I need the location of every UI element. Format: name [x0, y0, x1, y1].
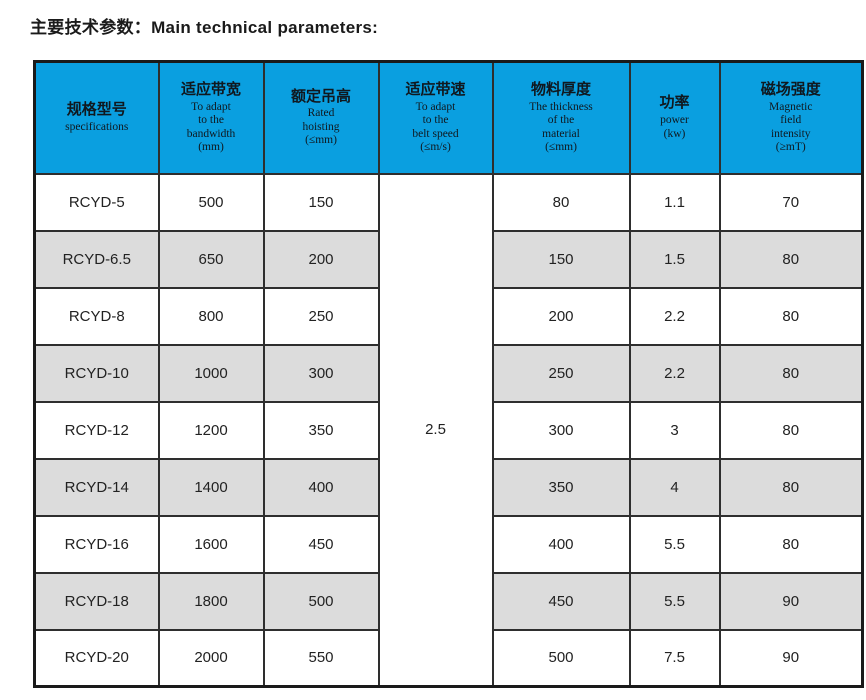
- cell-thickness: 250: [491, 343, 631, 403]
- cell-bandwidth: 1600: [157, 514, 265, 574]
- col-header-specifications-zh: 规格型号: [66, 101, 127, 119]
- cell-hoisting: 400: [262, 457, 380, 517]
- col-header-power-zh: 功率: [659, 94, 690, 112]
- cell-intensity: 80: [718, 229, 864, 289]
- cell-thickness: 200: [491, 286, 631, 346]
- cell-bandwidth: 500: [157, 172, 265, 232]
- col-header-belt-speed: 适应带速 To adapt to the belt speed (≤m/s): [377, 60, 494, 175]
- col-header-belt-speed-en: To adapt to the belt speed (≤m/s): [412, 100, 459, 154]
- cell-thickness: 400: [491, 514, 631, 574]
- col-header-bandwidth-en: To adapt to the bandwidth (mm): [186, 100, 236, 154]
- cell-bandwidth: 1000: [157, 343, 265, 403]
- cell-intensity: 70: [718, 172, 864, 232]
- cell-power: 7.5: [628, 628, 721, 688]
- cell-intensity: 90: [718, 628, 864, 688]
- cell-thickness: 450: [491, 571, 631, 631]
- cell-model: RCYD-8: [33, 286, 160, 346]
- col-header-magnetic-intensity-en: Magnetic field intensity (≥mT): [769, 100, 813, 154]
- cell-model: RCYD-12: [33, 400, 160, 460]
- parameters-table: 规格型号 specifications 适应带宽 To adapt to the…: [33, 60, 864, 688]
- cell-bandwidth: 1800: [157, 571, 265, 631]
- cell-power: 3: [628, 400, 721, 460]
- table-row: RCYD-5 500 150 2.5 80 1.1 70: [33, 172, 864, 688]
- cell-intensity: 90: [718, 571, 864, 631]
- cell-power: 4: [628, 457, 721, 517]
- col-header-material-thickness-zh: 物料厚度: [530, 80, 591, 98]
- col-header-specifications-en: specifications: [65, 120, 129, 133]
- cell-power: 2.2: [628, 286, 721, 346]
- cell-bandwidth: 1200: [157, 400, 265, 460]
- cell-bandwidth: 650: [157, 229, 265, 289]
- cell-hoisting: 450: [262, 514, 380, 574]
- cell-intensity: 80: [718, 457, 864, 517]
- cell-model: RCYD-18: [33, 571, 160, 631]
- col-header-specifications: 规格型号 specifications: [33, 60, 160, 175]
- col-header-material-thickness-en: The thickness of the material (≤mm): [529, 100, 593, 154]
- col-header-rated-hoisting-en: Rated hoisting (≤mm): [302, 107, 340, 147]
- col-header-rated-hoisting-zh: 额定吊高: [290, 87, 351, 105]
- cell-power: 5.5: [628, 571, 721, 631]
- cell-intensity: 80: [718, 343, 864, 403]
- cell-bandwidth: 2000: [157, 628, 265, 688]
- cell-power: 1.5: [628, 229, 721, 289]
- cell-model: RCYD-14: [33, 457, 160, 517]
- cell-power: 2.2: [628, 343, 721, 403]
- cell-hoisting: 200: [262, 229, 380, 289]
- cell-hoisting: 350: [262, 400, 380, 460]
- cell-intensity: 80: [718, 286, 864, 346]
- cell-hoisting: 500: [262, 571, 380, 631]
- table-row: RCYD-16 1600 450 400 5.5 80: [33, 514, 864, 574]
- col-header-bandwidth-zh: 适应带宽: [180, 80, 241, 98]
- cell-model: RCYD-5: [33, 172, 160, 232]
- page-title: 主要技术参数：Main technical parameters:: [30, 18, 379, 37]
- cell-hoisting: 300: [262, 343, 380, 403]
- cell-thickness: 500: [491, 628, 631, 688]
- cell-hoisting: 550: [262, 628, 380, 688]
- cell-model: RCYD-10: [33, 343, 160, 403]
- cell-power: 1.1: [628, 172, 721, 232]
- cell-intensity: 80: [718, 514, 864, 574]
- cell-bandwidth: 1400: [157, 457, 265, 517]
- cell-model: RCYD-6.5: [33, 229, 160, 289]
- table-header-row: 规格型号 specifications 适应带宽 To adapt to the…: [33, 60, 864, 175]
- cell-hoisting: 150: [262, 172, 380, 232]
- cell-thickness: 150: [491, 229, 631, 289]
- col-header-bandwidth: 适应带宽 To adapt to the bandwidth (mm): [157, 60, 265, 175]
- col-header-power-en: power (kw): [660, 114, 689, 140]
- cell-thickness: 300: [491, 400, 631, 460]
- col-header-material-thickness: 物料厚度 The thickness of the material (≤mm): [491, 60, 631, 175]
- cell-hoisting: 250: [262, 286, 380, 346]
- cell-belt-speed-merged: 2.5: [377, 172, 494, 688]
- cell-thickness: 80: [491, 172, 631, 232]
- cell-model: RCYD-16: [33, 514, 160, 574]
- cell-power: 5.5: [628, 514, 721, 574]
- cell-intensity: 80: [718, 400, 864, 460]
- cell-model: RCYD-20: [33, 628, 160, 688]
- col-header-belt-speed-zh: 适应带速: [405, 80, 466, 98]
- col-header-magnetic-intensity-zh: 磁场强度: [760, 80, 821, 98]
- col-header-rated-hoisting: 额定吊高 Rated hoisting (≤mm): [262, 60, 380, 175]
- cell-bandwidth: 800: [157, 286, 265, 346]
- cell-thickness: 350: [491, 457, 631, 517]
- col-header-power: 功率 power (kw): [628, 60, 721, 175]
- col-header-magnetic-intensity: 磁场强度 Magnetic field intensity (≥mT): [718, 60, 864, 175]
